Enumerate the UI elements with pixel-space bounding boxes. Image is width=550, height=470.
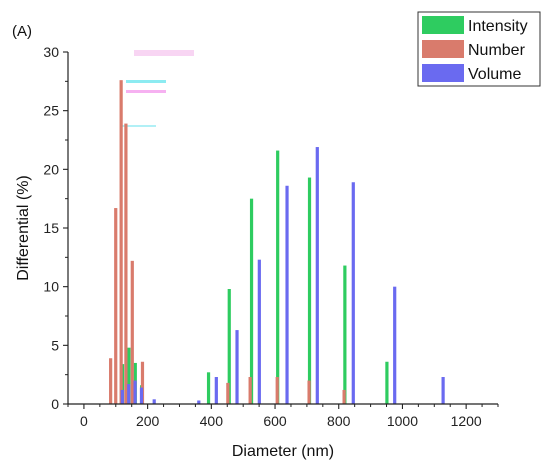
tick-labels-layer: 0 200 400 600 800 1000 1200 0 5 10 15 20 25 30 [43, 44, 482, 429]
faint-background-artifacts [120, 50, 194, 127]
faint-artifact-0 [126, 80, 166, 83]
y-axis-title: Differential (%) [15, 175, 32, 281]
y-tick-label-3: 15 [43, 220, 59, 236]
bar-number-1 [114, 208, 118, 404]
bar-intensity-1 [127, 347, 131, 404]
series-volume [120, 147, 445, 405]
y-tick-label-4: 20 [43, 161, 59, 177]
bar-volume-12 [393, 286, 397, 404]
bar-volume-4 [152, 399, 156, 404]
bar-number-2 [119, 80, 123, 404]
axes-layer [63, 51, 499, 409]
x-tick-label-6: 1200 [451, 413, 482, 429]
legend: Intensity Number Volume [417, 11, 541, 87]
y-tick-label-1: 5 [51, 337, 59, 353]
bar-number-7 [248, 377, 252, 404]
bar-number-9 [307, 380, 311, 404]
bar-intensity-10 [385, 361, 389, 404]
x-axis-title: Diameter (nm) [232, 443, 334, 460]
legend-label-volume: Volume [468, 66, 521, 83]
x-tick-label-3: 600 [263, 413, 287, 429]
series-intensity [120, 150, 389, 404]
y-tick-label-2: 10 [43, 279, 59, 295]
legend-label-number: Number [468, 42, 526, 59]
y-tick-label-0: 0 [51, 396, 59, 412]
x-tick-label-2: 400 [200, 413, 224, 429]
bar-volume-0 [120, 389, 124, 404]
legend-label-intensity: Intensity [468, 18, 528, 35]
legend-swatch-intensity [422, 16, 464, 34]
bars-layer [109, 80, 445, 405]
bar-volume-2 [133, 380, 137, 404]
bar-volume-1 [127, 384, 131, 404]
x-tick-label-5: 1000 [387, 413, 418, 429]
bar-volume-3 [139, 387, 144, 404]
x-tick-label-1: 200 [136, 413, 160, 429]
bar-number-0 [109, 358, 113, 404]
bar-volume-9 [285, 185, 289, 404]
faint-artifact-1 [126, 90, 166, 93]
bar-volume-10 [315, 147, 319, 405]
bar-intensity-7 [276, 150, 280, 404]
bar-volume-5 [197, 400, 201, 404]
bar-number-4 [130, 260, 134, 404]
panel-label: (A) [12, 23, 32, 40]
bar-intensity-5 [227, 289, 231, 404]
bar-number-8 [275, 377, 279, 404]
x-tick-label-4: 800 [327, 413, 351, 429]
bar-volume-13 [441, 377, 445, 404]
bar-volume-6 [214, 377, 218, 404]
faint-artifact-2 [120, 125, 156, 127]
legend-swatch-volume [422, 64, 464, 82]
bar-volume-11 [351, 182, 355, 404]
series-number [109, 80, 346, 404]
bar-volume-7 [235, 330, 239, 404]
bar-intensity-8 [307, 177, 312, 404]
legend-swatch-number [422, 40, 464, 58]
y-tick-label-6: 30 [43, 44, 59, 60]
y-tick-label-5: 25 [43, 103, 59, 119]
bar-intensity-6 [249, 198, 254, 404]
bar-intensity-4 [206, 372, 211, 404]
faint-artifact-3 [134, 50, 194, 56]
x-tick-label-0: 0 [80, 413, 88, 429]
bar-number-10 [342, 389, 346, 404]
bar-number-3 [124, 123, 128, 404]
bar-volume-8 [257, 259, 261, 404]
bar-number-6 [226, 382, 230, 404]
bar-intensity-9 [343, 265, 347, 404]
bar-number-5 [140, 361, 145, 404]
